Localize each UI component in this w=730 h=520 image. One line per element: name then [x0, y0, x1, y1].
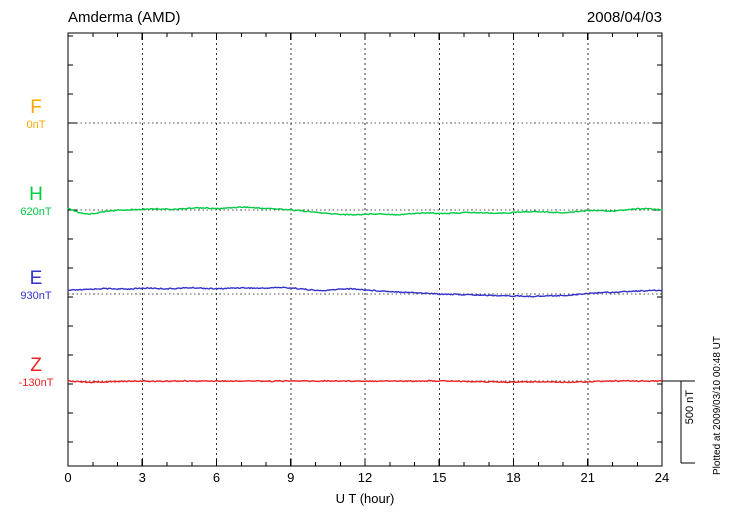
- scale-bar-label: 500 nT: [684, 390, 696, 425]
- component-letter-z: Z: [30, 355, 42, 376]
- component-letter-f: F: [30, 97, 42, 118]
- grid-layer: [68, 33, 662, 466]
- x-tick-label: 21: [580, 470, 595, 485]
- component-label-z: Z -130nT: [8, 356, 64, 389]
- x-tick-label: 0: [64, 470, 72, 485]
- x-tick-label: 3: [138, 470, 146, 485]
- component-value-e: 930nT: [20, 290, 52, 302]
- component-label-e: E 930nT: [8, 269, 64, 302]
- component-value-z: -130nT: [18, 377, 54, 389]
- x-axis-title: U T (hour): [335, 491, 395, 506]
- component-label-f: F 0nT: [8, 98, 64, 131]
- component-letter-h: H: [29, 184, 43, 205]
- observation-date: 2008/04/03: [586, 9, 662, 26]
- component-value-h: 620nT: [20, 206, 52, 218]
- x-tick-label: 9: [287, 470, 295, 485]
- component-letter-e: E: [29, 268, 43, 289]
- page-title: Amderma (AMD): [68, 9, 181, 26]
- axis-ticks: [67, 33, 663, 466]
- x-tick-label: 6: [212, 470, 221, 485]
- component-value-f: 0nT: [26, 119, 46, 131]
- scale-bar: [662, 380, 695, 464]
- data-traces: [67, 206, 663, 384]
- component-label-h: H 620nT: [8, 185, 64, 218]
- x-tick-label: 18: [506, 470, 521, 485]
- x-tick-label: 12: [357, 470, 373, 485]
- x-tick-label: 24: [654, 470, 670, 485]
- plotted-timestamp: Plotted at 2009/03/10 00:48 UT: [712, 336, 723, 475]
- x-tick-label: 15: [432, 470, 447, 485]
